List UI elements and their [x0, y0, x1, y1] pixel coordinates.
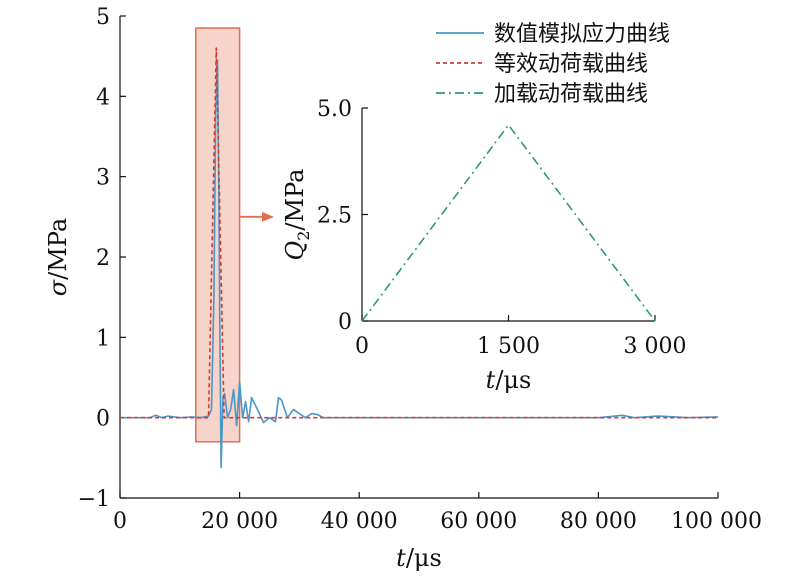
y-tick-label: 5 [96, 5, 110, 30]
x-axis-var: t [396, 544, 406, 572]
inset-y-tick-label: 5.0 [317, 97, 352, 122]
inset-series-line-1 [361, 123, 656, 322]
y-tick-label: −1 [78, 487, 110, 512]
x-axis-title: t/μs [396, 544, 442, 572]
inset-x-axis-title: t/μs [486, 366, 532, 394]
y-tick-label: 3 [96, 166, 110, 191]
legend-label-3: 加载动荷载曲线 [494, 82, 648, 107]
y-axis-title: σ/MPa [44, 218, 72, 296]
inset-y-tick-label: 0 [338, 310, 352, 335]
inset-x-tick-label: 3 000 [624, 334, 687, 359]
y-axis-var: σ [44, 279, 72, 296]
x-tick-label: 0 [113, 509, 127, 534]
inset-y-tick-label: 2.5 [317, 204, 352, 229]
y-tick-label: 1 [96, 326, 110, 351]
x-tick-label: 20 000 [201, 509, 278, 534]
x-tick-label: 60 000 [440, 509, 517, 534]
legend-label-1: 数值模拟应力曲线 [494, 22, 670, 47]
y-axis-unit: /MPa [44, 218, 72, 280]
y-tick-label: 2 [96, 246, 110, 271]
x-tick-label: 80 000 [560, 509, 637, 534]
inset-x-tick-label: 1 500 [477, 334, 540, 359]
legend-label-2: 等效动荷载曲线 [494, 52, 648, 77]
inset-y-axis-title: Q2/MPa [281, 169, 313, 261]
inset-y-axis-sub: 2 [294, 231, 313, 241]
inset-y-axis-var: Q [281, 241, 309, 261]
x-axis-unit: /μs [406, 544, 442, 572]
inset-x-tick-label: 0 [355, 334, 369, 359]
pointer-arrow-head [262, 211, 274, 222]
inset-x-axis-unit: /μs [495, 366, 531, 394]
y-tick-label: 0 [96, 407, 110, 432]
inset-x-axis-var: t [486, 366, 496, 394]
series-line-2 [120, 47, 718, 419]
y-tick-label: 4 [96, 85, 110, 110]
inset-plot: 0 2.5 5.0 0 1 500 3 000 t/μs Q2/MPa [281, 97, 686, 394]
x-tick-label: 40 000 [321, 509, 398, 534]
x-tick-label: 100 000 [671, 509, 762, 534]
inset-y-axis-unit: /MPa [281, 169, 309, 231]
